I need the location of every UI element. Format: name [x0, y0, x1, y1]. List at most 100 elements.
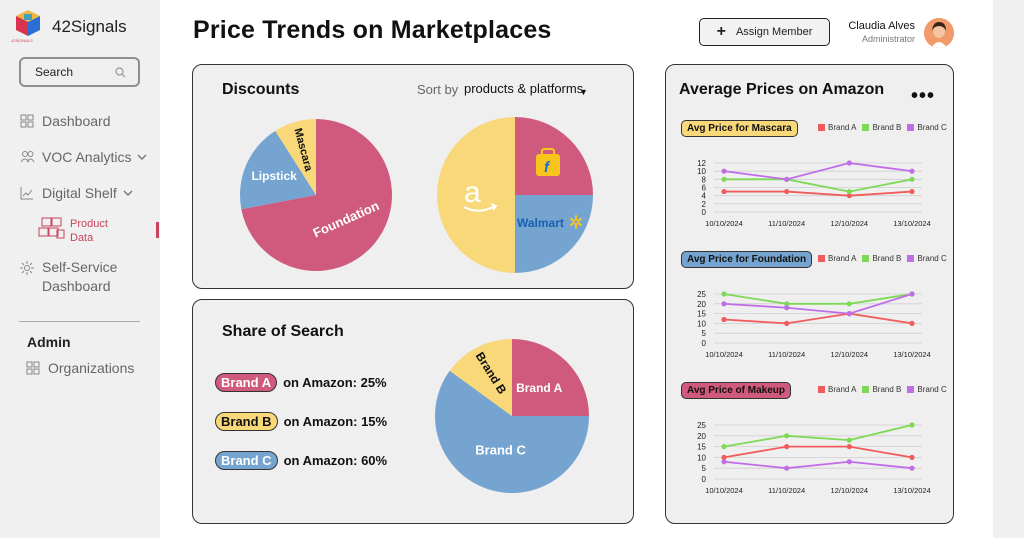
y-tick-label: 10 [697, 319, 706, 328]
data-point [846, 301, 852, 307]
data-point [846, 188, 852, 195]
pie-slice-walmart [515, 195, 593, 273]
pie-label: Brand C [475, 443, 526, 458]
share-row-brand-b: Brand B on Amazon: 15% [215, 412, 387, 431]
more-options-icon[interactable]: ••• [911, 85, 936, 107]
series-line-brand-b [723, 424, 913, 448]
pie-label: Lipstick [251, 169, 297, 183]
sidebar-item-voc-analytics[interactable]: VOC Analytics [19, 149, 147, 165]
legend-brand-b: Brand B [862, 254, 901, 263]
legend-brand-a: Brand A [818, 385, 856, 394]
x-tick-label: 13/10/2024 [893, 350, 931, 359]
sidebar-item-label: Organizations [48, 360, 135, 376]
y-tick-label: 25 [697, 290, 706, 299]
y-tick-label: 0 [702, 475, 707, 484]
svg-text:a: a [464, 176, 481, 209]
legend-brand-c: Brand C [907, 123, 947, 132]
legend-brand-a: Brand A [818, 123, 856, 132]
search-icon [115, 67, 126, 78]
app-logo[interactable]: 42SIGNALS [11, 8, 42, 44]
users-icon [19, 149, 35, 165]
pie-slice-brand-b [449, 339, 512, 416]
sidebar-subitem-label: Product [70, 218, 108, 230]
y-tick-label: 15 [697, 310, 706, 319]
data-point [846, 459, 852, 465]
platforms-pie [437, 117, 593, 273]
x-tick-label: 12/10/2024 [831, 219, 869, 228]
y-tick-label: 5 [702, 329, 707, 338]
data-point [846, 160, 852, 166]
data-point [846, 193, 852, 199]
x-tick-label: 12/10/2024 [831, 350, 869, 359]
data-point [784, 465, 790, 471]
discounts-title: Discounts [222, 81, 300, 98]
x-tick-label: 11/10/2024 [768, 350, 805, 359]
brand-a-badge: Brand A [215, 373, 278, 392]
series-line-brand-c [723, 460, 913, 470]
share-value: on Amazon: 15% [283, 414, 388, 429]
logo-cube-icon [16, 10, 40, 36]
chart-legend: Brand A Brand B Brand C [818, 385, 947, 394]
chevron-down-icon[interactable] [123, 190, 133, 196]
legend-brand-c: Brand C [907, 254, 947, 263]
sidebar-item-dashboard[interactable]: Dashboard [19, 113, 111, 129]
sidebar-divider [19, 321, 140, 322]
assign-member-button[interactable]: + Assign Member [699, 18, 830, 46]
grid-icon [19, 113, 35, 129]
data-point [909, 422, 915, 428]
data-point [721, 459, 727, 465]
avatar[interactable] [924, 18, 954, 48]
sidebar-item-self-service-dashboard[interactable]: Self-Service Dashboard [19, 258, 132, 296]
line-chart-foundation: Avg Price for Foundation Brand A Brand B… [678, 251, 954, 371]
y-tick-label: 10 [697, 167, 706, 176]
data-point [721, 301, 727, 307]
y-tick-label: 8 [702, 175, 707, 184]
x-tick-label: 13/10/2024 [893, 486, 931, 495]
chevron-down-icon[interactable] [137, 154, 147, 160]
right-gutter [993, 0, 1024, 538]
sidebar-item-label: Digital Shelf [42, 185, 117, 201]
search-input[interactable]: Search [19, 57, 140, 87]
series-line-brand-c [723, 293, 913, 315]
data-point [909, 176, 915, 182]
sidebar-subitem-product-data[interactable]: Product Data [38, 216, 108, 247]
y-tick-label: 12 [697, 159, 706, 168]
sort-dropdown[interactable]: products & platforms [464, 81, 584, 96]
x-tick-label: 13/10/2024 [893, 219, 931, 228]
data-point [909, 168, 915, 174]
x-tick-label: 11/10/2024 [768, 486, 805, 495]
y-tick-label: 5 [702, 464, 707, 473]
y-tick-label: 2 [702, 200, 707, 209]
data-point [721, 444, 727, 450]
search-label: Search [35, 65, 74, 79]
app-name: 42Signals [52, 17, 127, 36]
pie-slice-mascara [275, 119, 316, 195]
average-prices-card: Average Prices on Amazon ••• Avg Price f… [665, 64, 954, 524]
sort-label: Sort by [417, 82, 459, 97]
assign-member-label: Assign Member [735, 26, 813, 38]
data-point [721, 188, 727, 195]
caret-down-icon[interactable]: ▼ [579, 87, 588, 97]
chart-legend: Brand A Brand B Brand C [818, 123, 947, 132]
sidebar-item-organizations[interactable]: Organizations [25, 360, 134, 376]
data-point [909, 465, 915, 471]
discounts-card: Discounts Sort by products & platforms ▼… [192, 64, 634, 289]
pie-slice-lipstick [240, 130, 316, 210]
user-name: Claudia Alves [848, 20, 915, 32]
user-role: Administrator [861, 34, 915, 44]
y-tick-label: 15 [697, 443, 706, 452]
data-point [784, 320, 790, 326]
sidebar-item-label: VOC Analytics [42, 149, 132, 165]
series-line-brand-a [724, 190, 913, 197]
data-point [721, 454, 727, 460]
sidebar: 42SIGNALS 42Signals Search Dashboard VOC… [0, 0, 160, 538]
brand-c-badge: Brand C [215, 451, 278, 470]
sidebar-item-digital-shelf[interactable]: Digital Shelf [19, 185, 133, 201]
plus-icon: + [716, 23, 726, 40]
data-point [909, 320, 915, 326]
legend-brand-c: Brand C [907, 385, 947, 394]
